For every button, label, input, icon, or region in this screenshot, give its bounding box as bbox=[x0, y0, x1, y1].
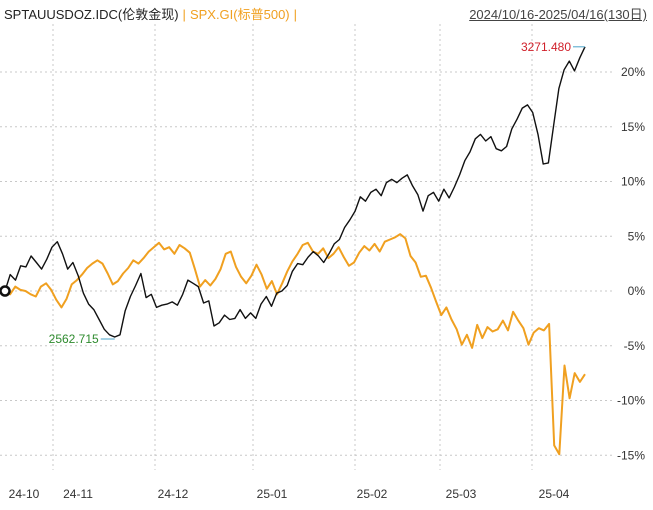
x-tick-label: 24-12 bbox=[158, 487, 189, 501]
y-tick-label: 10% bbox=[621, 175, 645, 189]
legend-separator: | bbox=[182, 7, 186, 22]
legend-series-gold[interactable]: SPTAUUSDOZ.IDC(伦敦金现) bbox=[4, 7, 179, 22]
x-tick-label: 25-03 bbox=[446, 487, 477, 501]
max-annotation-label: 3271.480 bbox=[521, 40, 571, 54]
spx-index-line bbox=[4, 233, 586, 456]
start-point-marker bbox=[0, 285, 11, 297]
y-tick-label: 20% bbox=[621, 65, 645, 79]
x-tick-label: 24-11 bbox=[63, 487, 93, 501]
legend-trailing-separator: | bbox=[293, 7, 298, 22]
y-tick-label: 15% bbox=[621, 120, 645, 134]
date-range-link[interactable]: 2024/10/16-2025/04/16(130日) bbox=[469, 7, 647, 22]
gold-price-line bbox=[4, 46, 586, 338]
y-tick-label: -5% bbox=[624, 339, 646, 353]
y-tick-label: 5% bbox=[628, 229, 646, 243]
x-tick-label: 25-02 bbox=[357, 487, 388, 501]
x-tick-label: 24-10 bbox=[9, 487, 40, 501]
y-tick-label: -15% bbox=[617, 448, 645, 462]
y-tick-label: 0% bbox=[628, 284, 646, 298]
x-tick-label: 25-01 bbox=[257, 487, 288, 501]
y-tick-label: -10% bbox=[617, 394, 645, 408]
chart-legend-header: SPTAUUSDOZ.IDC(伦敦金现) | SPX.GI(标普500) | bbox=[4, 4, 301, 23]
min-annotation-label: 2562.715 bbox=[49, 332, 99, 346]
legend-series-spx[interactable]: SPX.GI(标普500) bbox=[189, 7, 290, 22]
x-tick-label: 25-04 bbox=[539, 487, 570, 501]
